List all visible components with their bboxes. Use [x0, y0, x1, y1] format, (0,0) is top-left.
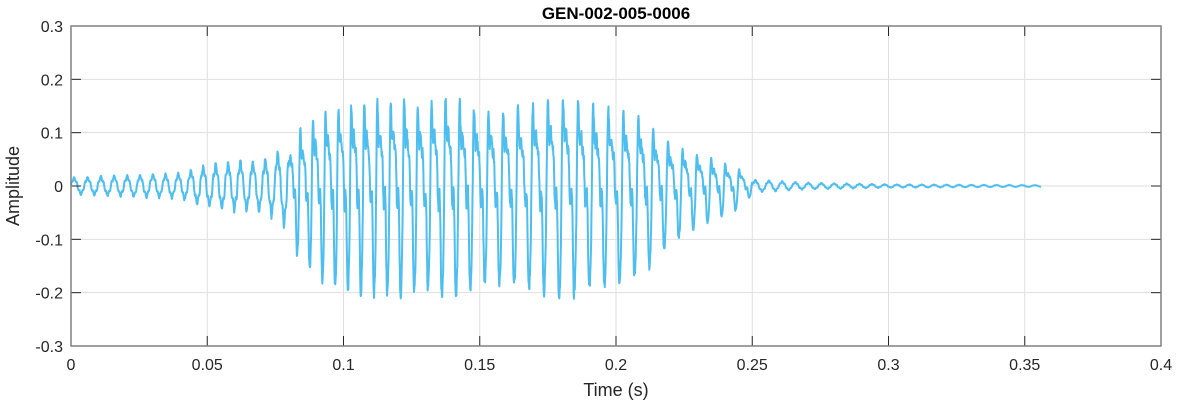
y-tick-label: 0.1 — [41, 126, 63, 143]
y-tick-label: 0.2 — [41, 72, 63, 89]
x-tick-label: 0.25 — [737, 357, 768, 374]
chart-title: GEN-002-005-0006 — [542, 4, 690, 23]
axes: 0 0.05 0.1 0.15 0.2 0.25 0.3 0.35 0.4 -0.3 -0.2 -0.… — [35, 19, 1172, 374]
x-tick-label: 0.2 — [605, 357, 627, 374]
y-tick-label: -0.2 — [35, 286, 63, 303]
x-tick-label: 0.1 — [332, 357, 354, 374]
x-axis-label: Time (s) — [583, 380, 648, 400]
x-tick-label: 0.05 — [192, 357, 223, 374]
y-tick-label: -0.1 — [35, 232, 63, 249]
waveform-line — [70, 97, 1042, 300]
axes-box — [70, 25, 1162, 347]
x-tick-label: 0.3 — [877, 357, 899, 374]
x-tick-label: 0.4 — [1150, 357, 1172, 374]
y-tick-label: -0.3 — [35, 339, 63, 356]
x-tick-label: 0.15 — [464, 357, 495, 374]
y-tick-label: 0 — [54, 179, 63, 196]
y-tick-label: 0.3 — [41, 19, 63, 36]
x-tick-label: 0 — [67, 357, 76, 374]
y-axis-label: Amplitude — [3, 146, 23, 226]
plot-area — [70, 97, 1042, 300]
x-tick-label: 0.35 — [1009, 357, 1040, 374]
